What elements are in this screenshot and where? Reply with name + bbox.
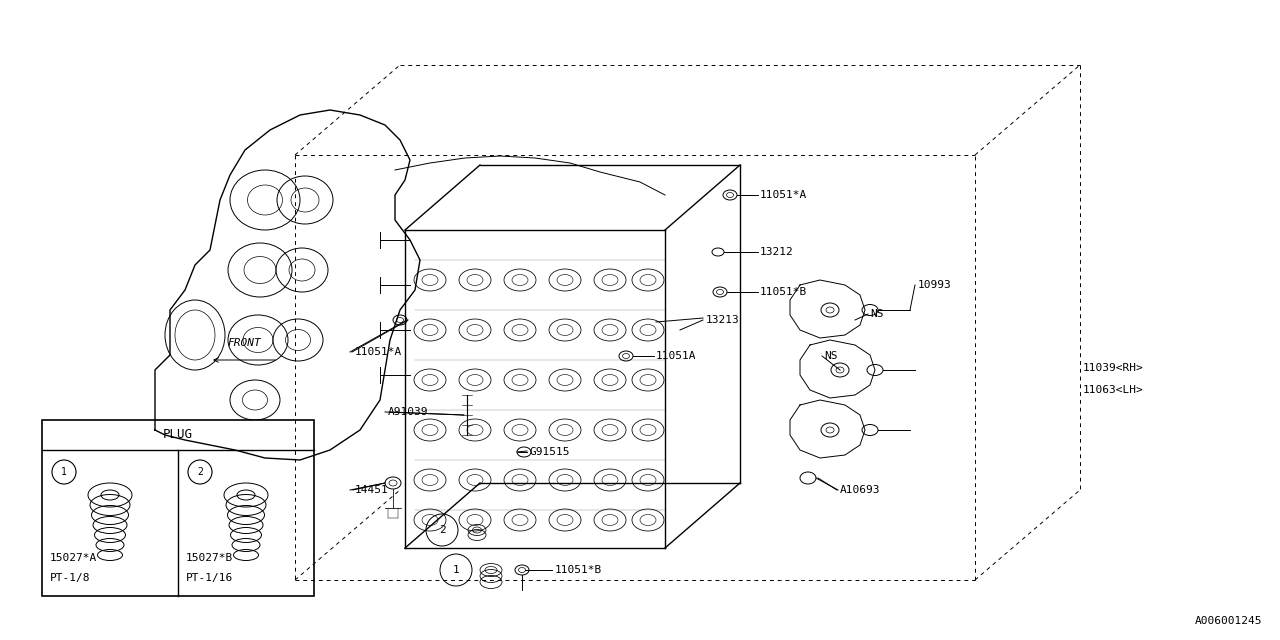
Text: 15027*A: 15027*A [50,553,97,563]
Text: 14451: 14451 [355,485,389,495]
Text: 2: 2 [439,525,445,535]
Text: NS: NS [870,309,883,319]
Text: PLUG: PLUG [163,429,193,442]
Text: 11039<RH>: 11039<RH> [1083,363,1144,373]
Text: 1: 1 [61,467,67,477]
Text: 11051*B: 11051*B [760,287,808,297]
Text: PT-1/16: PT-1/16 [186,573,233,583]
Text: G91515: G91515 [530,447,571,457]
Text: NS: NS [824,351,837,361]
Text: PT-1/8: PT-1/8 [50,573,91,583]
Text: 15027*B: 15027*B [186,553,233,563]
Text: 11051*A: 11051*A [355,347,402,357]
Text: A10693: A10693 [840,485,881,495]
Text: 10993: 10993 [918,280,952,290]
Text: A006001245: A006001245 [1194,616,1262,626]
Text: 11051*B: 11051*B [556,565,603,575]
Text: 11051*A: 11051*A [760,190,808,200]
Text: A91039: A91039 [388,407,429,417]
Text: FRONT: FRONT [227,338,261,348]
Text: 13213: 13213 [707,315,740,325]
Text: 11051A: 11051A [657,351,696,361]
Text: 11063<LH>: 11063<LH> [1083,385,1144,395]
Text: 1: 1 [453,565,460,575]
Text: 2: 2 [197,467,204,477]
Bar [42,420,314,596]
Text: 13212: 13212 [760,247,794,257]
